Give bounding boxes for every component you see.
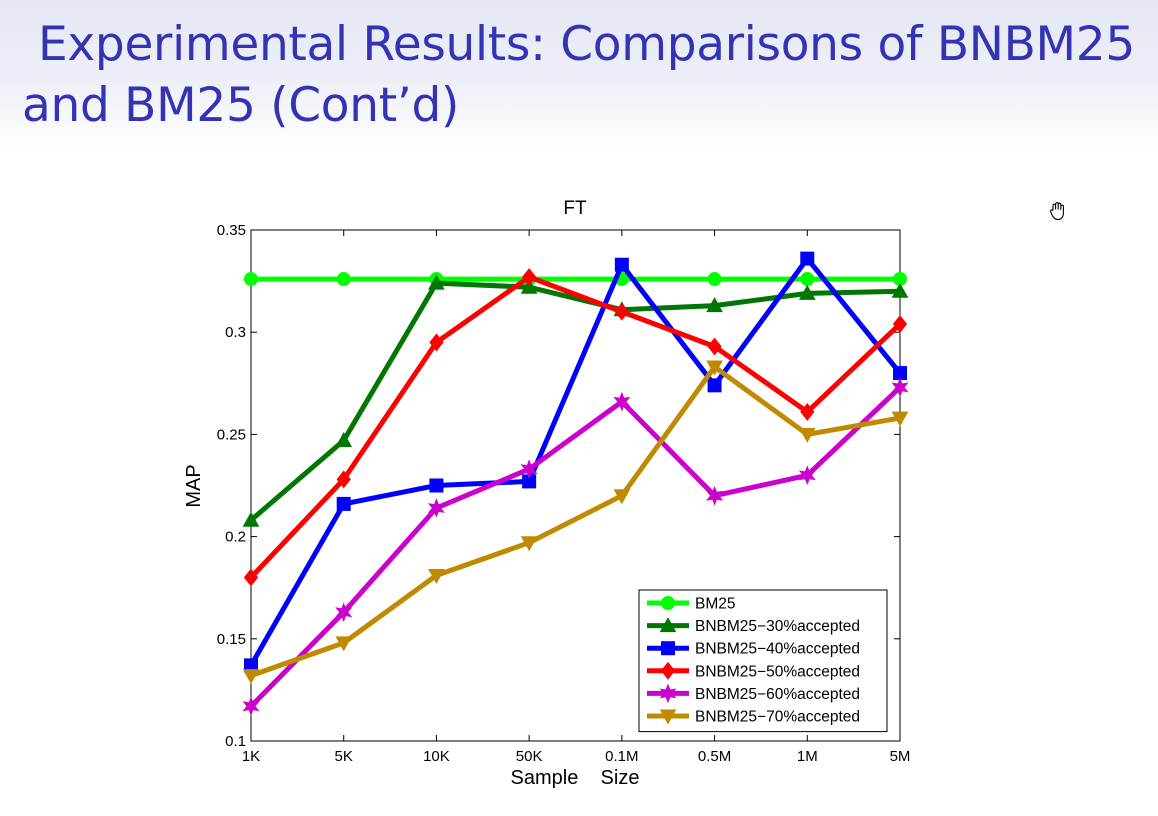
data-point-marker [336, 496, 351, 511]
legend-item: BNBM25−30%accepted [647, 617, 860, 635]
series-line [249, 280, 901, 523]
data-point-marker [613, 489, 631, 505]
data-point-marker [891, 411, 909, 427]
chart-series [242, 251, 909, 717]
data-point-marker [244, 272, 258, 287]
series-diamond [243, 268, 908, 587]
data-point-marker [659, 617, 677, 633]
y-tick-label: 0.2 [225, 529, 246, 546]
data-point-marker [892, 315, 908, 333]
x-tick-label: 5K [335, 748, 353, 765]
data-point-marker [427, 498, 445, 518]
legend-label: BNBM25−50%accepted [695, 663, 860, 680]
data-point-marker [336, 272, 351, 287]
data-point-marker [429, 478, 444, 493]
chart-legend: BM25 BNBM25−30%accepted BNBM25−40%accepted… [638, 589, 888, 733]
data-point-marker [242, 669, 260, 685]
series-triangle-down [242, 360, 909, 685]
data-point-marker [661, 641, 675, 656]
y-axis-label: MAP [183, 464, 205, 507]
data-point-marker [800, 272, 815, 287]
data-point-marker [336, 470, 351, 489]
data-point-marker [659, 709, 677, 725]
x-tick-label: 1M [797, 748, 818, 765]
series-triangle-up [242, 274, 909, 527]
x-tick-label: 5M [890, 748, 911, 765]
x-tick-label: 10K [423, 748, 450, 765]
data-point-marker [614, 302, 629, 321]
data-point-marker [520, 536, 538, 552]
x-axis-label: Sample Size [511, 767, 640, 789]
data-point-marker [428, 568, 445, 584]
data-point-marker [335, 432, 353, 448]
series-line [249, 385, 902, 709]
data-point-marker [891, 282, 909, 298]
y-tick-label: 0.15 [217, 631, 246, 648]
y-tick-label: 0.25 [217, 426, 246, 443]
data-point-marker [706, 485, 724, 506]
legend-item: BM25 [647, 596, 736, 613]
data-point-marker [800, 251, 815, 266]
data-point-marker [798, 427, 816, 443]
legend-label: BNBM25−60%accepted [695, 686, 860, 703]
series-line [249, 274, 902, 580]
legend-box [638, 589, 888, 733]
data-point-marker [706, 360, 723, 376]
series-line [250, 364, 901, 678]
x-tick-label: 50K [516, 748, 543, 765]
data-point-marker [613, 391, 631, 412]
data-point-marker [798, 465, 816, 486]
data-point-marker [335, 602, 353, 623]
data-point-marker [243, 568, 259, 587]
legend-item: BNBM25−60%accepted [647, 683, 860, 704]
data-point-marker [242, 511, 260, 527]
data-point-marker [520, 278, 538, 294]
data-point-marker [522, 268, 537, 286]
data-point-marker [660, 661, 676, 680]
data-point-marker [891, 377, 909, 398]
series-hexagram [242, 377, 909, 717]
legend-item: BNBM25−70%accepted [647, 709, 860, 726]
data-point-marker [429, 333, 444, 352]
x-tick-label: 0.5M [698, 748, 731, 765]
chart-title: FT [563, 198, 587, 219]
series-line [248, 256, 902, 667]
data-point-marker [707, 337, 722, 356]
data-point-marker [428, 274, 445, 290]
data-point-marker [800, 402, 815, 421]
axis-ticks: 1K 5K 10K 50K 0.1M 0.5M 1M 5M 0.1 0.15 0.2 0.25 0.3 0… [217, 222, 911, 765]
legend-item: BNBM25−40%accepted [647, 641, 860, 658]
legend-label: BNBM25−30%accepted [695, 618, 860, 635]
data-point-marker [614, 257, 629, 272]
data-point-marker [659, 683, 677, 704]
slide-title-band [0, 0, 1158, 150]
legend-item: BNBM25−50%accepted [647, 661, 860, 680]
data-point-marker [707, 272, 722, 287]
slide-title: Experimental Results: Comparisons of BNB… [22, 17, 1136, 133]
data-point-marker [706, 297, 723, 313]
data-point-marker [520, 459, 538, 480]
legend-label: BNBM25−70%accepted [695, 709, 860, 726]
y-tick-label: 0.35 [217, 222, 246, 239]
x-tick-label: 0.1M [605, 748, 638, 765]
x-tick-label: 1K [242, 748, 260, 765]
data-point-marker [242, 696, 260, 717]
legend-label: BNBM25−40%accepted [695, 641, 860, 658]
data-point-marker [798, 284, 816, 300]
y-tick-label: 0.3 [225, 324, 246, 341]
hand-grab-icon [1050, 202, 1064, 221]
data-point-marker [661, 596, 675, 610]
y-tick-label: 0.1 [225, 733, 246, 750]
data-point-marker [707, 378, 722, 393]
data-point-marker [335, 636, 353, 652]
legend-label: BM25 [695, 596, 736, 613]
